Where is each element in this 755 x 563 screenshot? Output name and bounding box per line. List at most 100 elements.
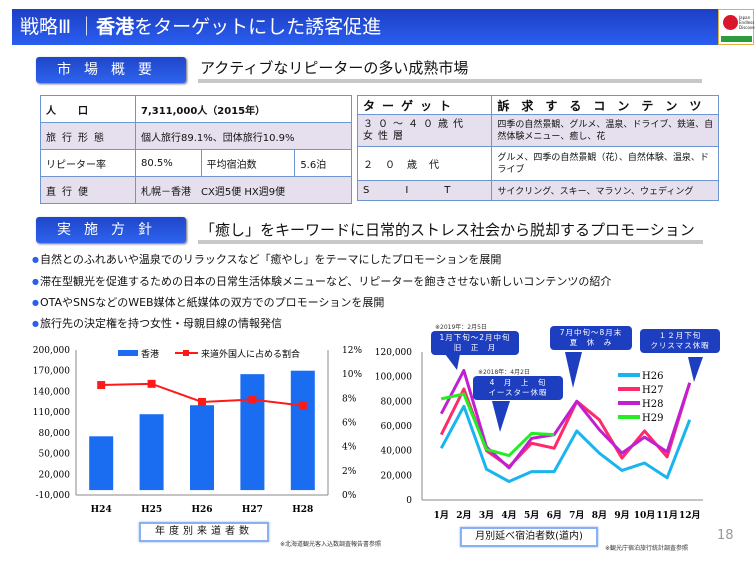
callout-easter: 4 月 上 旬イースター休暇	[473, 376, 563, 400]
y-tick-label: 80,000	[381, 397, 413, 407]
x-tick-label: 2月	[456, 510, 471, 521]
header-contents: 訴求するコンテンツ	[491, 95, 720, 115]
callout-line: 1月下旬～2月中旬	[439, 333, 511, 342]
legend-label: H28	[642, 399, 663, 410]
content-cell: サイクリング、スキー、マラソン、ウェディング	[491, 180, 720, 201]
callout-chinese-new-year: 1月下旬～2月中旬旧 正 月	[431, 331, 519, 355]
annual-visitors-chart: 200,000 170,000 140,000 110,000 80,000 50,000…	[33, 346, 363, 515]
legend-label: H26	[642, 371, 663, 382]
source-note: ※観光庁宿泊旅行統計調査参照	[605, 545, 689, 552]
y2-tick-label: 10%	[342, 370, 362, 380]
x-tick-label: H26	[191, 505, 212, 515]
title-bar: 戦略Ⅲ ｜香港をターゲットにした誘客促進	[12, 9, 718, 45]
ratio-marker-H28	[298, 401, 307, 410]
y-tick-label: 80,000	[39, 429, 71, 439]
section-tag-policy: 実施方針	[36, 217, 186, 243]
x-tick-label: 5月	[524, 510, 539, 521]
x-tick-label: 11月	[656, 510, 678, 521]
bullet-item: 自然とのふれあいや温泉でのリラックスなど「癒やし」をテーマにしたプロモーションを…	[32, 251, 501, 267]
bar-H26	[190, 405, 214, 491]
bullet-item: OTAやSNSなどのWEB媒体と紙媒体の双方でのプロモーションを展開	[32, 294, 384, 310]
y-tick-label: 60,000	[381, 422, 413, 432]
title-bold: 香港	[96, 16, 135, 38]
y2-tick-label: 8%	[342, 394, 357, 404]
bullet-item: 滞在型観光を促進するための日本の日常生活体験メニューなど、リピーターを飽きさせな…	[32, 273, 611, 289]
title-prefix: 戦略Ⅲ ｜	[20, 16, 97, 38]
x-tick-label: 10月	[634, 510, 656, 521]
target-cell: SIT	[356, 180, 493, 201]
callout-line: 夏 休 み	[569, 338, 613, 347]
avg-nights-value: 5.6泊	[294, 149, 352, 177]
series-line-H26	[439, 404, 692, 483]
target-cell: ２０歳代	[356, 146, 493, 181]
callout-christmas: １２月下旬 クリスマス休暇	[640, 329, 720, 353]
header-target: ターゲット	[356, 95, 493, 115]
legend-swatch-bars	[118, 350, 138, 356]
direct-flights-value: 札幌－香港 CX週5便 HX週9便	[135, 176, 352, 204]
annotation-note: ※2019年：2月5日	[435, 324, 487, 331]
ratio-marker-H25	[147, 379, 156, 388]
y2-tick-label: 4%	[342, 443, 357, 453]
x-tick-label: 1月	[434, 510, 449, 521]
y-tick-label: 140,000	[33, 387, 70, 397]
y2-tick-label: 12%	[342, 346, 362, 356]
y2-tick-label: 6%	[342, 419, 357, 429]
y-tick-label: 40,000	[381, 447, 413, 457]
y-tick-label: 200,000	[33, 346, 70, 356]
series-line-H29	[440, 392, 555, 458]
bar-H24	[89, 436, 114, 491]
population-value: 7,311,000人（2015年）	[135, 95, 352, 123]
monthly-stays-chart: 120,000 100,000 80,000 60,000 40,000 20,000 0 1…	[375, 348, 703, 521]
row-label: リピーター率	[40, 149, 136, 177]
japan-endless-discovery-logo: JapanEndlessDiscovery	[718, 9, 755, 45]
y-tick-label: 170,000	[33, 367, 70, 377]
bar-H28	[290, 370, 315, 491]
row-label: 直行便	[40, 176, 136, 204]
ratio-marker-H26	[198, 397, 206, 406]
legend-label: H29	[642, 413, 663, 424]
annotation-note: ※2018年：4月2日	[478, 369, 530, 376]
x-tick-label: 4月	[501, 510, 516, 521]
x-tick-label: 8月	[592, 510, 607, 521]
legend-marker	[183, 350, 189, 356]
source-note: ※北海道観光客入込数調査報告書参照	[280, 541, 382, 548]
market-overview-table: 人 口 7,311,000人（2015年） 旅行形態 個人旅行89.1%、団体旅行1…	[40, 95, 352, 204]
y-tick-label: 20,000	[381, 471, 413, 481]
bar-H25	[139, 414, 164, 491]
x-tick-label: 3月	[479, 510, 494, 521]
title-rest: をターゲットにした誘客促進	[134, 16, 382, 38]
y-tick-label: -10,000	[35, 491, 70, 501]
legend-label: 来道外国人に占める割合	[201, 348, 300, 360]
bar-H27	[240, 374, 265, 491]
y-tick-label: 110,000	[33, 408, 70, 418]
bullet-item: 旅行先の決定権を持つ女性・母親目線の情報発信	[32, 315, 282, 331]
x-tick-label: 6月	[547, 510, 562, 521]
divider	[198, 240, 703, 244]
x-tick-label: H28	[292, 505, 313, 515]
series-line-H28	[439, 369, 692, 470]
content-cell: 四季の自然景観、グルメ、温泉、ドライブ、鉄道、自然体験メニュー、癒し、花	[491, 114, 720, 147]
y-tick-label: 50,000	[39, 450, 71, 460]
chart-caption-monthly: 月別延べ宿泊者数(道内)	[460, 527, 598, 547]
content-cell: グルメ、四季の自然景観（花）、自然体験、温泉、ドライブ	[491, 146, 720, 181]
y-tick-label: 0	[406, 496, 412, 506]
row-label: 人 口	[40, 95, 136, 123]
y2-tick-label: 2%	[342, 467, 357, 477]
callout-line: 7月中旬～8月末	[559, 328, 623, 337]
page-number: 18	[717, 528, 734, 543]
target-cell: ３０～４０歳代 女性層	[356, 114, 493, 147]
y-tick-label: 20,000	[39, 470, 71, 480]
ratio-marker-H24	[97, 381, 106, 390]
callout-summer: 7月中旬～8月末夏 休 み	[550, 326, 632, 350]
callout-line: 旧 正 月	[453, 343, 497, 352]
legend-label: 香港	[141, 348, 159, 360]
callout-line: １２月下旬	[658, 331, 702, 340]
callout-line: イースター休暇	[488, 388, 548, 397]
row-label: 平均宿泊数	[200, 149, 296, 177]
x-tick-label: H24	[91, 505, 112, 515]
x-tick-label: 9月	[614, 510, 629, 521]
callout-line: 4 月 上 旬	[489, 378, 547, 387]
section-tag-market: 市場概要	[36, 57, 186, 83]
y-tick-label: 100,000	[375, 373, 412, 383]
chart-caption-annual: 年度別来道者数	[139, 522, 269, 542]
